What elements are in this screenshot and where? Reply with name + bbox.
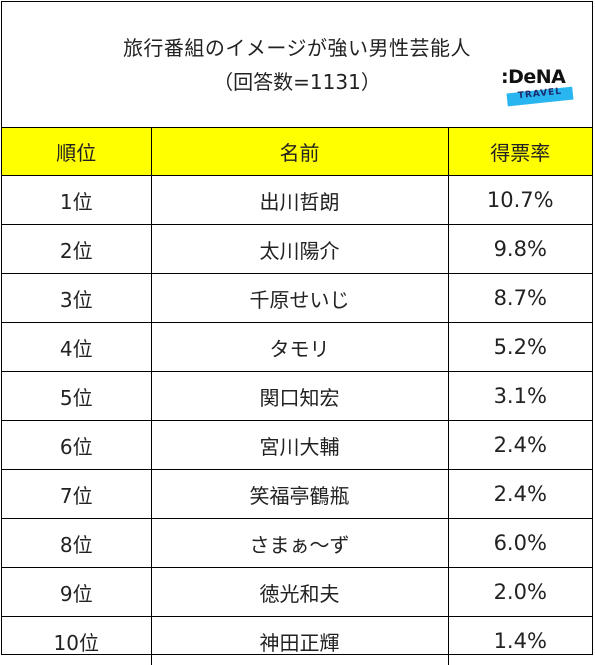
rank-cell: 3位 (2, 274, 151, 323)
rank-cell: 10位 (2, 617, 151, 665)
name-cell: 宮川大輔 (151, 421, 448, 470)
name-cell: 関口知宏 (151, 372, 448, 421)
name-cell: タモリ (151, 323, 448, 372)
name-cell: 太川陽介 (151, 225, 448, 274)
share-cell: 10.7% (448, 176, 592, 225)
share-cell: 8.7% (448, 274, 592, 323)
name-cell: 笑福亭鶴瓶 (151, 470, 448, 519)
header-row: 順位 名前 得票率 (2, 128, 592, 176)
column-header-rank: 順位 (2, 128, 151, 176)
share-cell: 1.4% (448, 617, 592, 665)
share-cell: 9.8% (448, 225, 592, 274)
share-cell: 2.4% (448, 470, 592, 519)
name-cell: 神田正輝 (151, 617, 448, 665)
logo-main-text: :DeNA (501, 66, 565, 88)
share-cell: 5.2% (448, 323, 592, 372)
rank-cell: 6位 (2, 421, 151, 470)
column-header-share: 得票率 (448, 128, 592, 176)
chart-title: 旅行番組のイメージが強い男性芸能人 (2, 32, 592, 61)
rank-cell: 7位 (2, 470, 151, 519)
dena-travel-logo: :DeNA TRAVEL (501, 66, 581, 110)
name-cell: 出川哲朗 (151, 176, 448, 225)
name-cell: さまぁ～ず (151, 519, 448, 568)
rank-cell: 8位 (2, 519, 151, 568)
table-frame: 旅行番組のイメージが強い男性芸能人 （回答数=1131） :DeNA TRAVE… (1, 1, 593, 655)
rank-cell: 9位 (2, 568, 151, 617)
share-cell: 6.0% (448, 519, 592, 568)
name-cell: 徳光和夫 (151, 568, 448, 617)
share-cell: 2.4% (448, 421, 592, 470)
rank-cell: 1位 (2, 176, 151, 225)
rank-cell: 2位 (2, 225, 151, 274)
name-cell: 千原せいじ (151, 274, 448, 323)
rank-cell: 5位 (2, 372, 151, 421)
table-header-area: 旅行番組のイメージが強い男性芸能人 （回答数=1131） :DeNA TRAVE… (2, 2, 592, 128)
share-cell: 3.1% (448, 372, 592, 421)
share-cell: 2.0% (448, 568, 592, 617)
column-header-name: 名前 (151, 128, 448, 176)
rank-cell: 4位 (2, 323, 151, 372)
